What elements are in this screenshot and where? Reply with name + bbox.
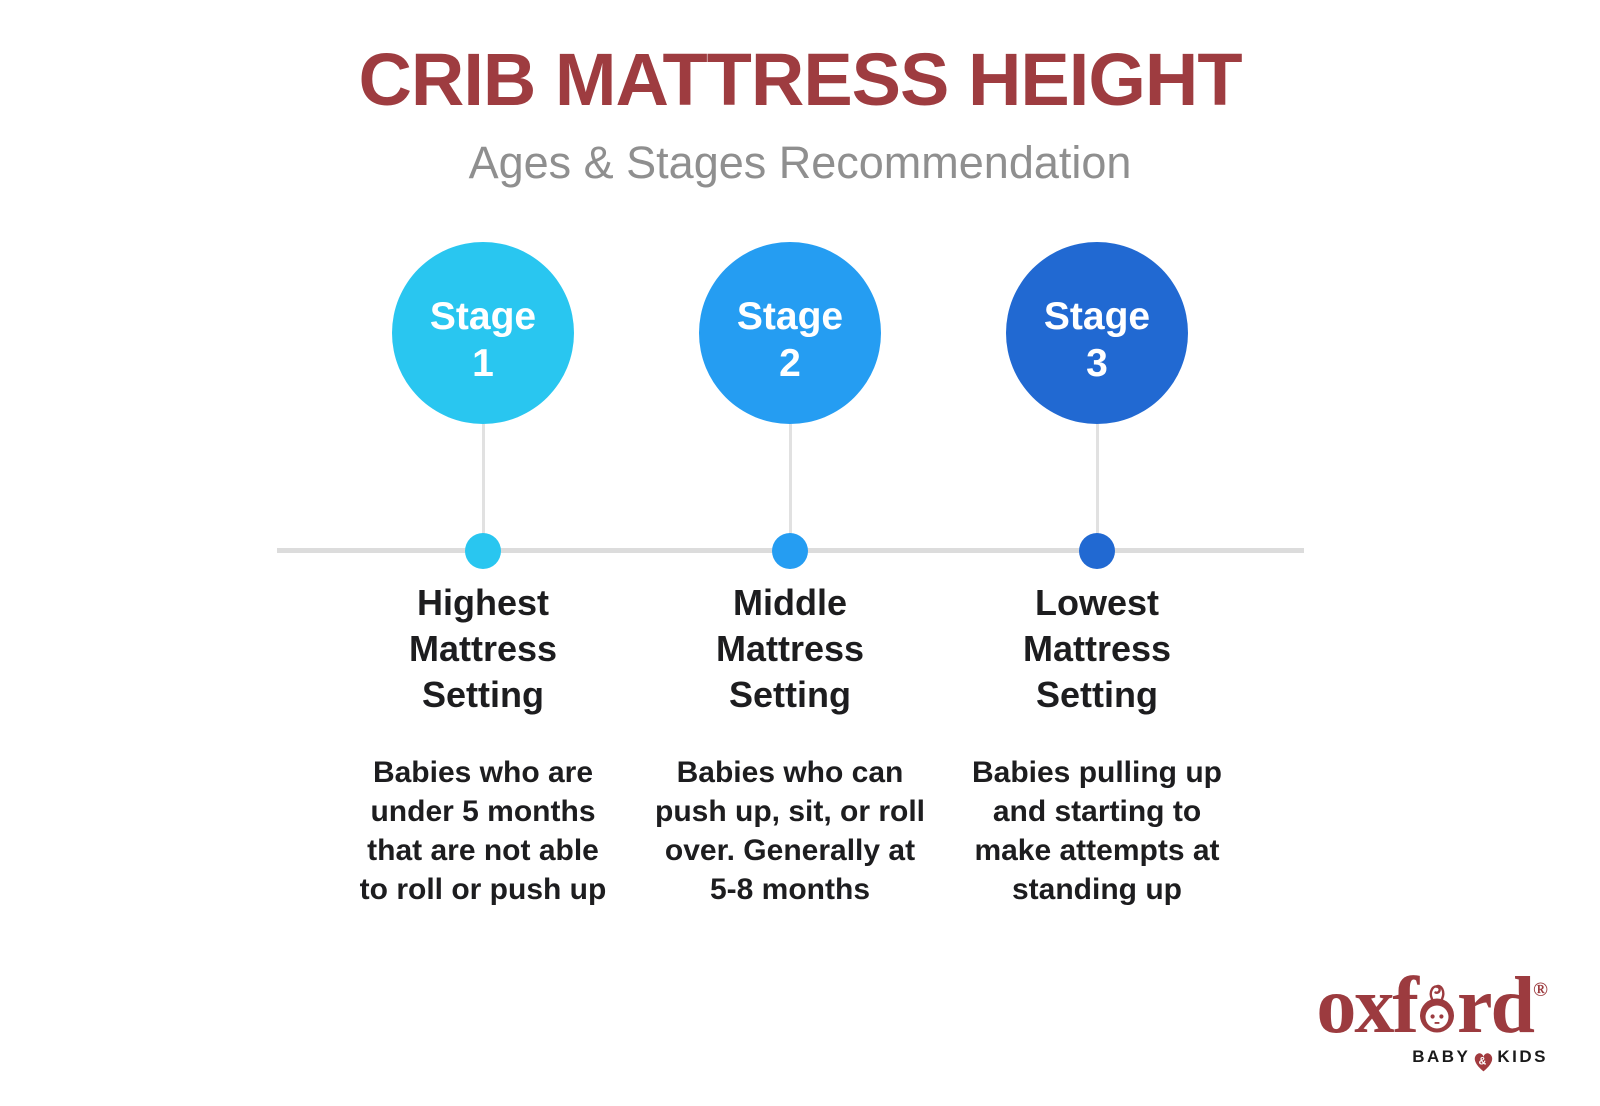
connector-line-stage-1 — [482, 424, 485, 551]
svg-text:&: & — [1479, 1055, 1489, 1067]
stage-2-circle: Stage 2 — [699, 242, 881, 424]
stage-1-heading: Highest Mattress Setting — [408, 582, 558, 715]
stage-2-description: Babies who can push up, sit, or roll ove… — [655, 756, 925, 906]
stage-3-label: Stage 3 — [1043, 295, 1151, 385]
timeline-dot-stage-2 — [772, 533, 808, 569]
timeline-dot-stage-3 — [1079, 533, 1115, 569]
page-title: CRIB MATTRESS HEIGHT — [358, 38, 1242, 121]
timeline-dot-stage-1 — [465, 533, 501, 569]
page-subtitle: Ages & Stages Recommendation — [468, 137, 1132, 188]
stage-3-heading: Lowest Mattress Setting — [1022, 582, 1172, 715]
stage-3-circle: Stage 3 — [1006, 242, 1188, 424]
brand-logo: oxf rd® BABY & KIDS — [1316, 950, 1548, 1073]
tagline-kids: KIDS — [1497, 1047, 1548, 1066]
heart-icon: & — [1471, 1050, 1496, 1073]
stage-1-description: Babies who are under 5 months that are n… — [359, 756, 607, 906]
wordmark-start: oxf — [1316, 962, 1419, 1050]
stage-1-label: Stage 1 — [429, 295, 537, 385]
connector-line-stage-3 — [1096, 424, 1099, 551]
stage-2-label: Stage 2 — [736, 295, 844, 385]
wordmark-end: rd — [1457, 962, 1535, 1050]
stage-1-circle: Stage 1 — [392, 242, 574, 424]
oxford-wordmark: oxf rd® — [1316, 950, 1548, 1046]
connector-line-stage-2 — [789, 424, 792, 551]
baby-face-icon — [1418, 967, 1456, 1033]
brand-tagline: BABY & KIDS — [1316, 1048, 1548, 1073]
tagline-baby: BABY — [1412, 1047, 1471, 1066]
stage-2-heading: Middle Mattress Setting — [715, 582, 865, 715]
registered-mark: ® — [1533, 979, 1548, 1001]
stage-3-description: Babies pulling up and starting to make a… — [971, 756, 1222, 906]
